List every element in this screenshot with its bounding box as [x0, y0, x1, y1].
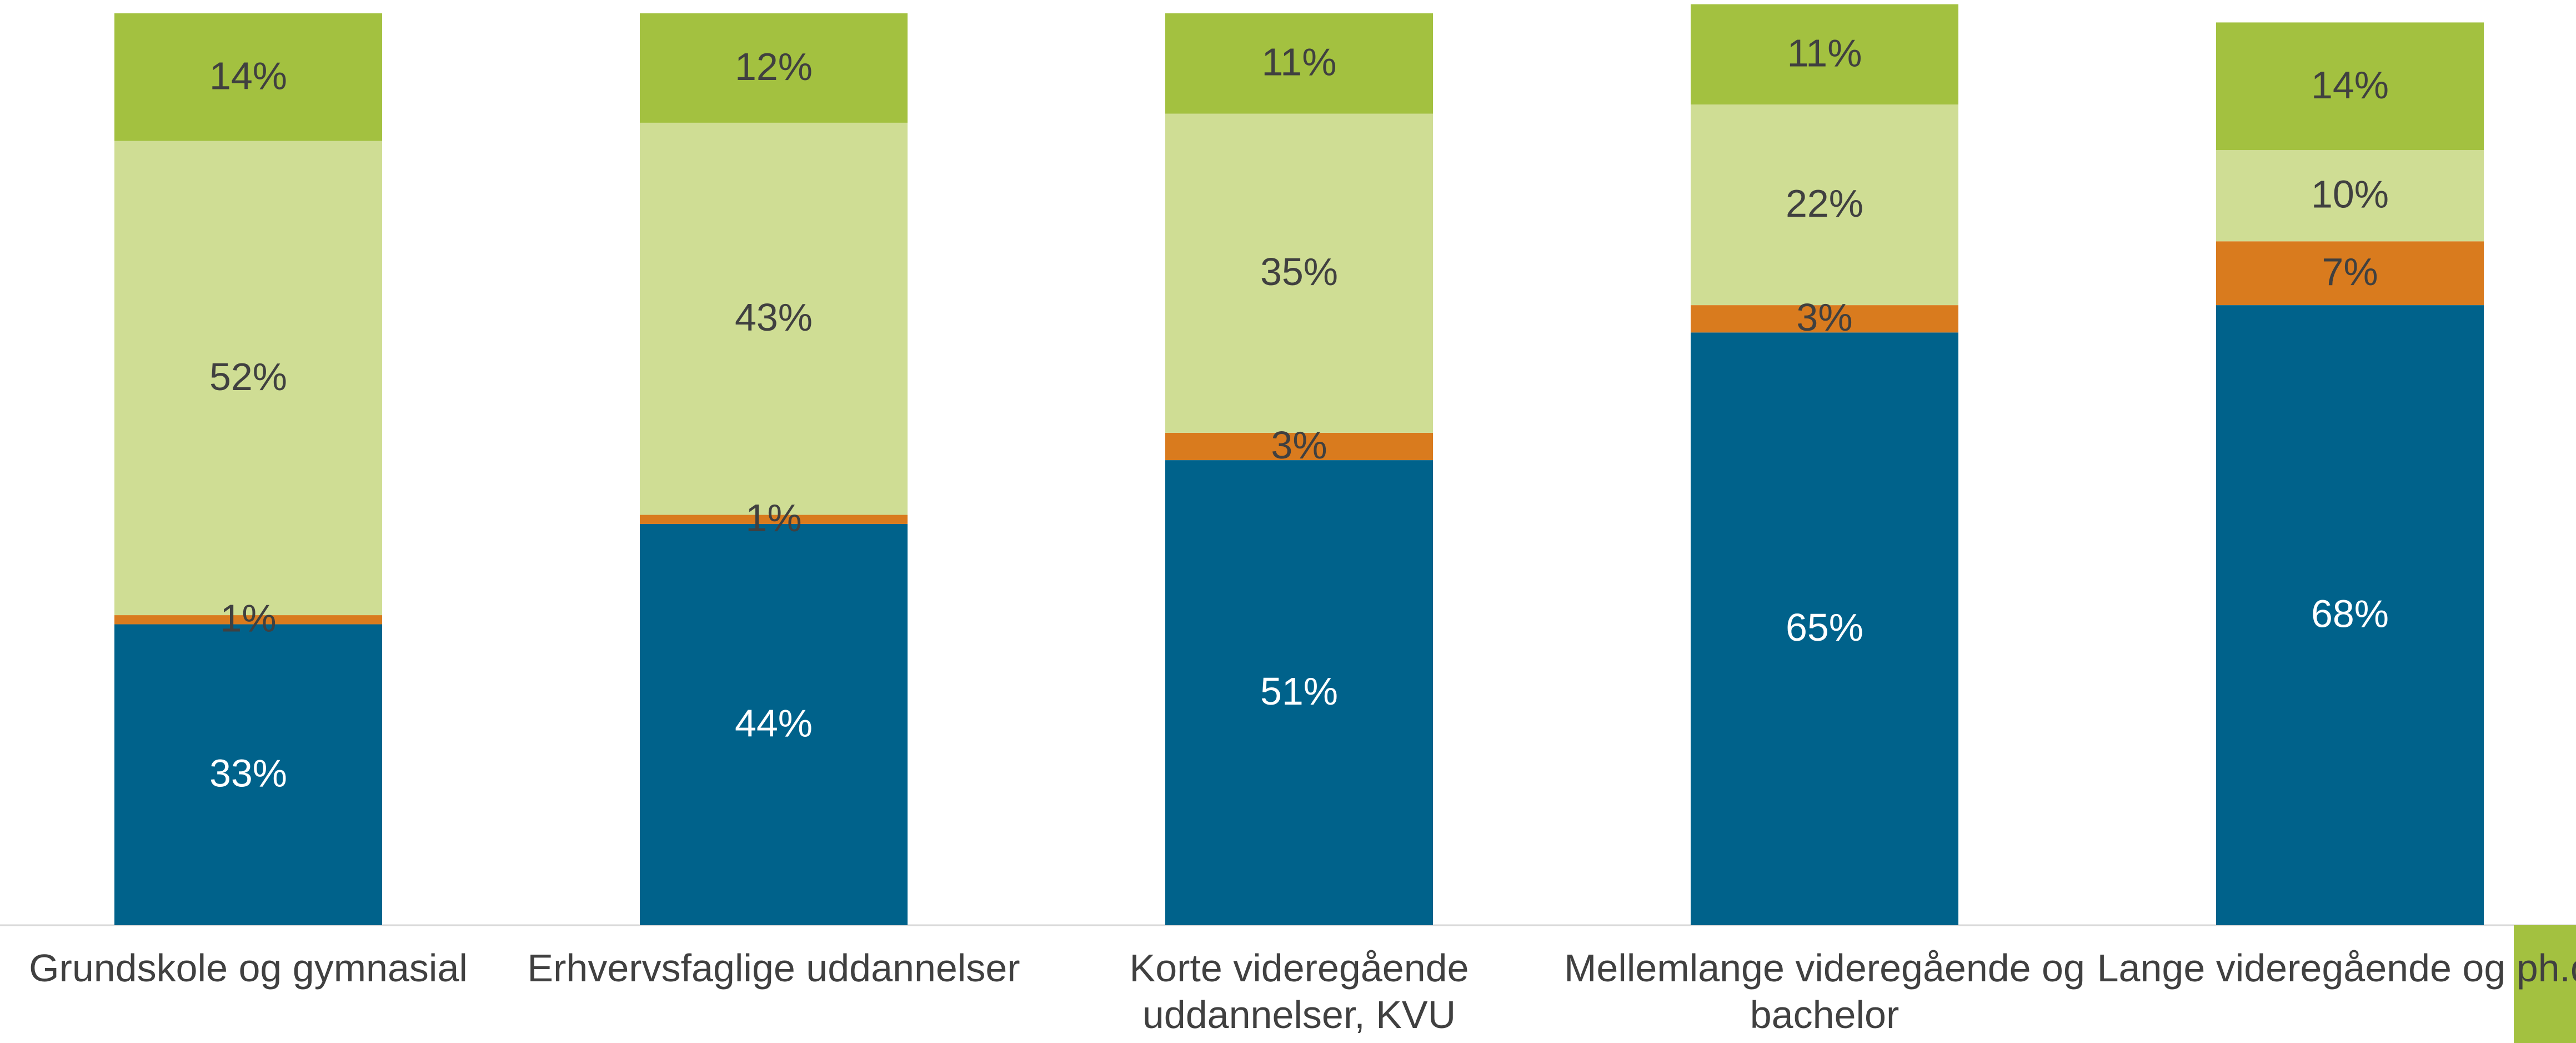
bar-segment	[2216, 241, 2484, 306]
data-label: 3%	[1796, 296, 1852, 339]
data-label: 22%	[1786, 182, 1863, 225]
data-label: 51%	[1260, 670, 1338, 713]
data-label: 14%	[2311, 63, 2389, 107]
data-label: 33%	[209, 752, 287, 795]
data-label: 11%	[1262, 41, 1337, 84]
bar-segment	[114, 141, 382, 616]
bar-segment	[114, 13, 382, 141]
x-tick-label: Grundskole og gymnasial	[29, 946, 468, 990]
data-label: 1%	[745, 496, 801, 540]
data-label: 11%	[1787, 31, 1862, 74]
data-label: 44%	[735, 701, 813, 745]
x-tick-label: Mellemlange videregående og bachelor	[1564, 946, 2085, 1036]
x-tick-label: Korte videregående uddannelser, KVU	[1129, 946, 1469, 1036]
data-label: 35%	[1260, 250, 1338, 293]
legend-swatch	[2514, 925, 2576, 1043]
bar-segment	[2216, 305, 2484, 925]
bar-segment	[2216, 150, 2484, 242]
bar-segment	[114, 624, 382, 925]
bar-segment	[1165, 13, 1433, 114]
data-label: 14%	[209, 54, 287, 97]
bar-segment	[1691, 104, 1958, 306]
data-label: 43%	[735, 296, 813, 339]
data-label: 1%	[220, 597, 276, 640]
x-tick-label: Lange videregående og ph.d.	[2097, 946, 2576, 990]
bar-segment	[1165, 432, 1433, 461]
bar-segment	[2216, 22, 2484, 151]
bar-segment	[1691, 4, 1958, 105]
data-label: 10%	[2311, 173, 2389, 216]
bar-segment	[1165, 113, 1433, 433]
data-label: 68%	[2311, 592, 2389, 636]
bar-segment	[640, 122, 908, 515]
bar-segment	[640, 13, 908, 123]
data-label: 65%	[1786, 606, 1863, 649]
bar-segment	[640, 523, 908, 925]
bar-segment	[1165, 460, 1433, 925]
data-label: 3%	[1271, 423, 1327, 467]
data-label: 12%	[735, 45, 813, 88]
data-label: 52%	[209, 355, 287, 398]
bar-segment	[1691, 332, 1958, 925]
data-label: 7%	[2322, 250, 2378, 293]
bar-segment	[1691, 305, 1958, 333]
bar-segment	[640, 515, 908, 524]
x-tick-label: Erhvervsfaglige uddannelser	[527, 946, 1020, 990]
bar-segment	[114, 615, 382, 625]
